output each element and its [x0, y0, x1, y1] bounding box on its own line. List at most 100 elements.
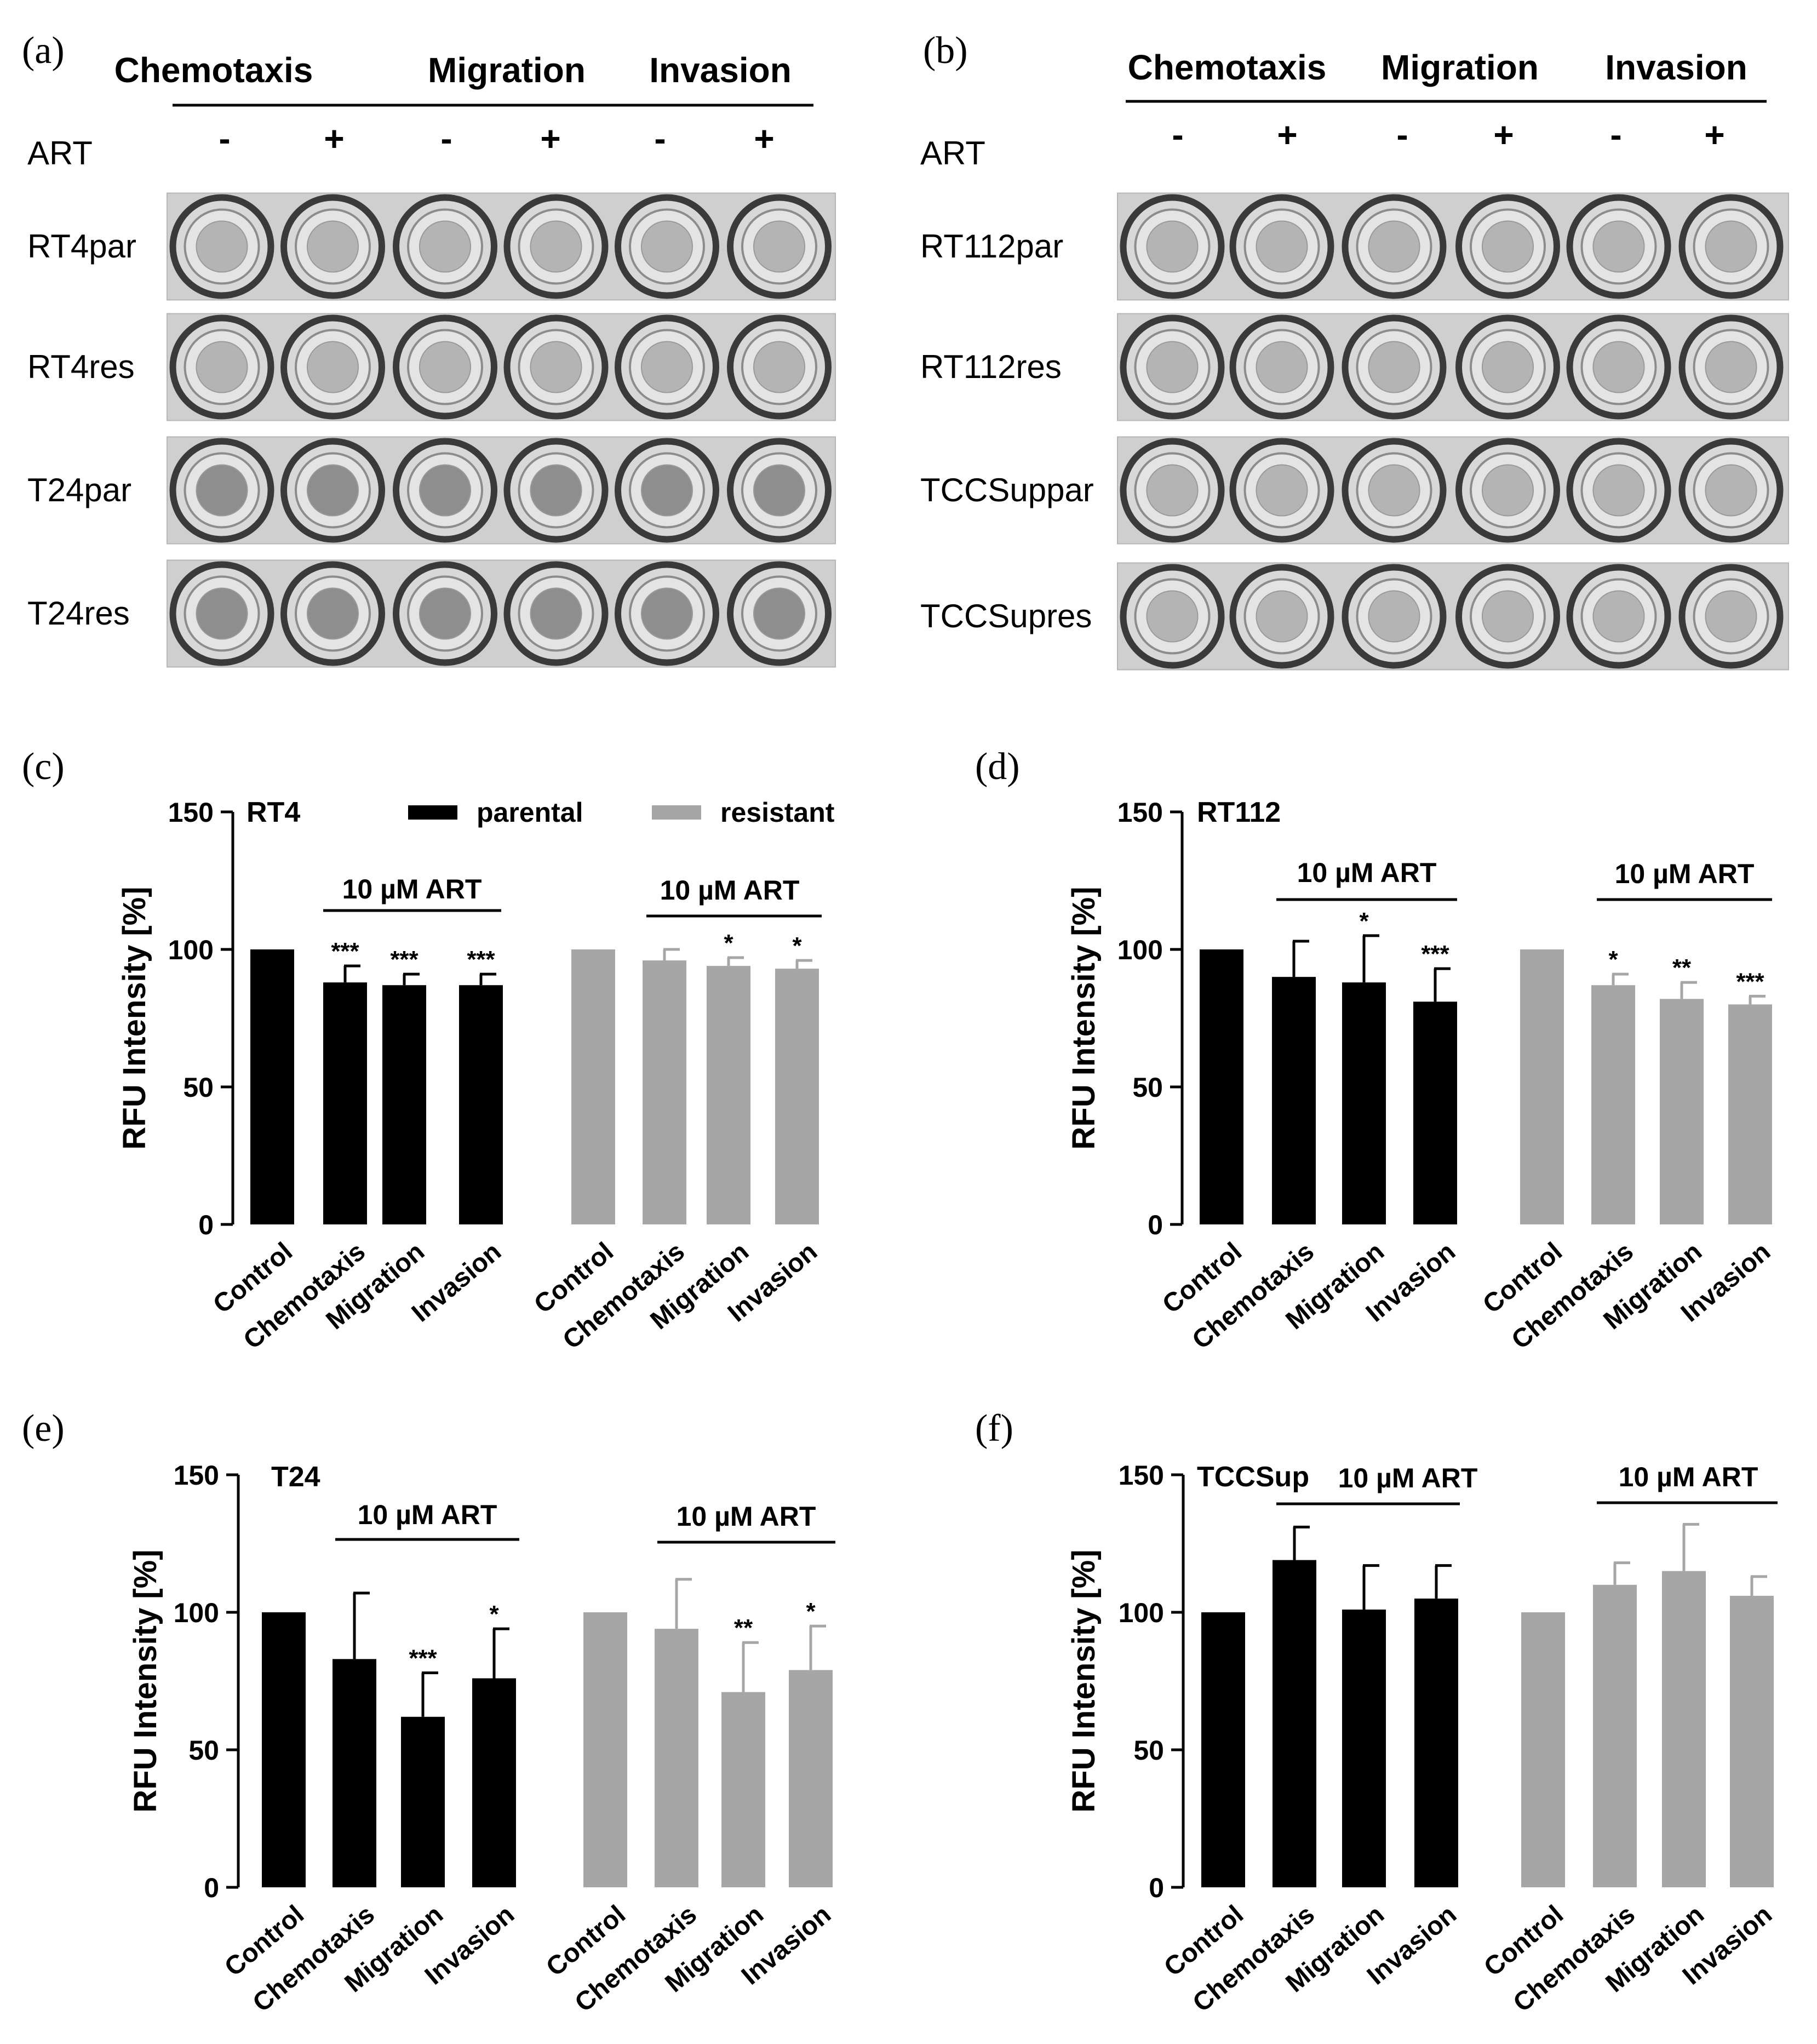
legend-label: resistant	[720, 797, 835, 828]
bracket-label: 10 µM ART	[1297, 857, 1437, 888]
well-image	[615, 314, 719, 420]
treatment-sign: +	[1704, 115, 1724, 154]
well-strip-background	[167, 192, 836, 301]
treatment-sign: -	[1610, 115, 1621, 154]
bracket-label: 10 µM ART	[660, 875, 800, 906]
y-axis-label: RFU Intensity [%]	[117, 886, 152, 1149]
panel-letter: (d)	[975, 746, 1020, 788]
well-image	[1342, 314, 1447, 420]
well-image	[727, 438, 832, 543]
bar-parental	[250, 949, 294, 1224]
bar-resistant	[1662, 1571, 1706, 1887]
y-tick-label: 150	[168, 797, 214, 828]
bar-parental	[262, 1612, 306, 1887]
bracket-label: 10 µM ART	[342, 874, 482, 904]
y-axis-label: RFU Intensity [%]	[1066, 886, 1102, 1149]
well-image	[503, 314, 609, 420]
significance-marker: *	[724, 930, 733, 957]
bar-resistant	[1593, 1584, 1637, 1887]
significance-marker: ***	[467, 946, 495, 973]
panel-letter: (f)	[975, 1407, 1013, 1450]
bar-parental	[1201, 1612, 1245, 1887]
well-image-strip	[167, 313, 836, 421]
well-image	[1342, 564, 1447, 669]
well-image	[393, 314, 497, 420]
bar-resistant	[1660, 999, 1704, 1224]
well-strip-background	[167, 313, 836, 421]
well-image	[1120, 194, 1225, 299]
panel-letter: (e)	[22, 1407, 65, 1450]
bar-resistant	[707, 966, 750, 1224]
bar-resistant	[643, 960, 686, 1224]
column-header: Chemotaxis	[1128, 48, 1327, 87]
legend-label: parental	[477, 797, 583, 828]
treatment-sign: -	[654, 119, 666, 158]
well-image-strip	[167, 192, 836, 301]
significance-marker: *	[792, 932, 802, 959]
bracket-label: 10 µM ART	[1619, 1462, 1758, 1492]
well-image-strip	[167, 559, 836, 668]
bar-parental	[1413, 1001, 1457, 1224]
column-header: Migration	[428, 50, 586, 90]
chart-title: TCCSup	[1197, 1461, 1309, 1493]
well-image	[615, 561, 719, 666]
y-tick-label: 100	[168, 935, 214, 965]
well-image	[1455, 194, 1560, 299]
column-header: Migration	[1381, 48, 1539, 87]
well-image	[727, 314, 832, 420]
significance-marker: ***	[331, 938, 359, 965]
significance-marker: *	[806, 1598, 816, 1625]
well-image	[1678, 194, 1784, 299]
significance-marker: **	[1672, 954, 1692, 981]
significance-marker: ***	[1421, 941, 1449, 967]
well-image	[615, 438, 719, 543]
treatment-sign: -	[440, 119, 452, 158]
bar-resistant	[1591, 985, 1635, 1224]
well-image	[1455, 438, 1560, 543]
y-tick-label: 0	[198, 1210, 214, 1240]
significance-marker: ***	[409, 1645, 437, 1671]
bar-parental	[1273, 1560, 1316, 1887]
well-strip-background	[1117, 313, 1789, 421]
well-image	[393, 561, 497, 666]
well-image-strip	[167, 436, 836, 545]
bar-parental	[1342, 1609, 1386, 1887]
well-image	[1455, 564, 1560, 669]
significance-marker: *	[489, 1601, 499, 1628]
y-tick-label: 100	[174, 1598, 219, 1628]
well-image	[727, 561, 832, 666]
bar-resistant	[1521, 1612, 1565, 1887]
significance-marker: **	[734, 1614, 753, 1641]
y-axis-label: RFU Intensity [%]	[1066, 1549, 1102, 1812]
treatment-sign: +	[1493, 115, 1514, 154]
y-tick-label: 100	[1117, 935, 1163, 965]
treatment-label: ART	[920, 135, 985, 171]
well-image	[1678, 564, 1784, 669]
column-header: Chemotaxis	[114, 50, 313, 90]
bar-resistant	[1730, 1595, 1774, 1887]
bar-parental	[333, 1659, 376, 1887]
bar-parental	[472, 1678, 516, 1887]
column-header: Invasion	[1605, 48, 1747, 87]
bracket-label: 10 µM ART	[677, 1501, 816, 1532]
bar-parental	[1272, 977, 1316, 1224]
well-image	[280, 314, 385, 420]
treatment-sign: +	[1277, 115, 1297, 154]
row-label: TCCSuppar	[920, 472, 1094, 508]
bar-resistant	[789, 1670, 833, 1887]
bar-resistant	[655, 1629, 698, 1887]
y-tick-label: 0	[1148, 1210, 1163, 1240]
y-tick-label: 50	[183, 1072, 214, 1103]
well-image	[503, 438, 609, 543]
well-image	[280, 438, 385, 543]
well-image	[169, 314, 274, 420]
bracket-label: 10 µM ART	[358, 1499, 497, 1530]
well-image	[1342, 194, 1447, 299]
y-tick-label: 0	[1149, 1873, 1164, 1903]
well-image	[1229, 564, 1334, 669]
well-image	[1120, 564, 1225, 669]
chart-title: RT112	[1197, 797, 1281, 828]
y-tick-label: 50	[1132, 1072, 1163, 1103]
well-image	[169, 561, 274, 666]
row-label: T24par	[27, 472, 131, 508]
